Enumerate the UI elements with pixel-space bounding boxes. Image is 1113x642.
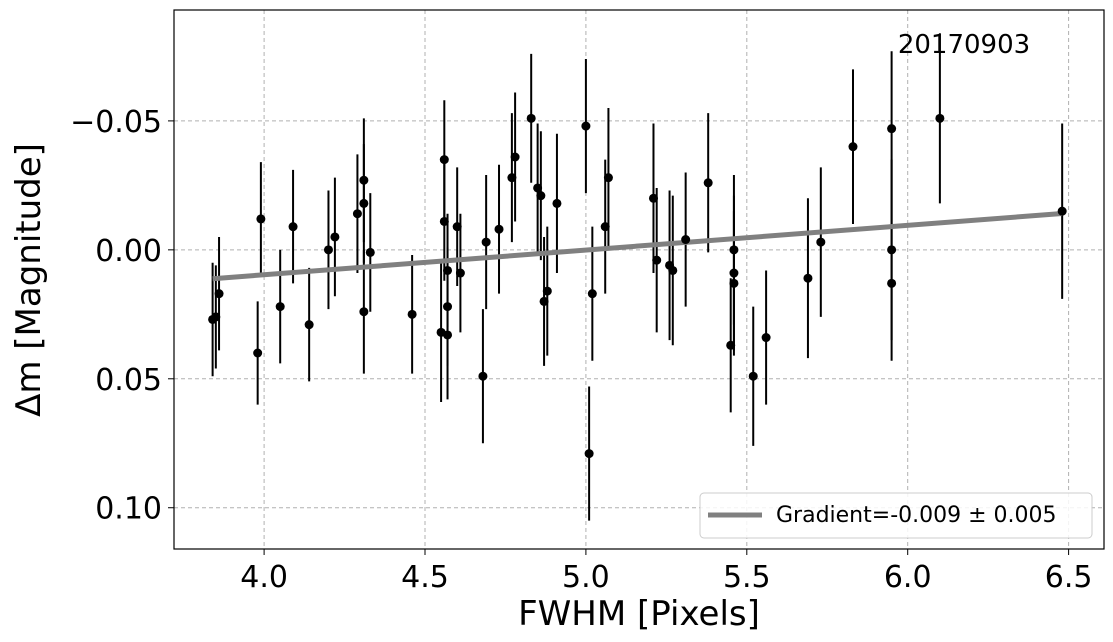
data-point bbox=[648, 193, 658, 203]
y-tick-label: −0.05 bbox=[70, 105, 162, 140]
fit-line-group bbox=[212, 210, 1063, 282]
data-point bbox=[439, 216, 449, 226]
y-tick-label: 0.10 bbox=[95, 492, 162, 527]
gradient-fit-line bbox=[212, 210, 1063, 282]
data-point bbox=[703, 178, 713, 188]
data-point bbox=[443, 302, 453, 312]
grid bbox=[174, 10, 1104, 549]
data-point bbox=[652, 255, 662, 265]
data-point bbox=[533, 183, 543, 193]
data-point bbox=[729, 268, 739, 278]
data-point bbox=[407, 309, 417, 319]
data-point bbox=[887, 245, 897, 255]
data-point bbox=[439, 155, 449, 165]
x-tick-label: 4.0 bbox=[240, 560, 288, 595]
legend-label: Gradient=-0.009 ± 0.005 bbox=[776, 503, 1057, 528]
data-point bbox=[748, 371, 758, 381]
y-tick-label: 0.00 bbox=[95, 234, 162, 269]
data-point bbox=[256, 214, 266, 224]
data-point bbox=[323, 245, 333, 255]
data-point bbox=[443, 265, 453, 275]
data-point bbox=[443, 330, 453, 340]
data-point bbox=[494, 224, 504, 234]
data-point bbox=[581, 121, 591, 131]
data-point bbox=[526, 113, 536, 123]
data-point bbox=[536, 191, 546, 201]
data-point bbox=[359, 198, 369, 208]
data-point bbox=[584, 449, 594, 459]
data-point bbox=[510, 152, 520, 162]
x-tick-label: 6.5 bbox=[1045, 560, 1093, 595]
data-point bbox=[214, 289, 224, 299]
y-axis-label: Δm [Magnitude] bbox=[9, 143, 49, 417]
data-point bbox=[600, 222, 610, 232]
data-point bbox=[275, 302, 285, 312]
data-point bbox=[365, 247, 375, 257]
data-point bbox=[726, 340, 736, 350]
data-point bbox=[729, 278, 739, 288]
data-point bbox=[603, 173, 613, 183]
data-point bbox=[211, 312, 221, 322]
data-point bbox=[481, 237, 491, 247]
legend-box bbox=[699, 492, 1093, 539]
data-point bbox=[330, 232, 340, 242]
data-point bbox=[729, 245, 739, 255]
x-axis-label: FWHM [Pixels] bbox=[518, 594, 760, 634]
data-point bbox=[507, 173, 517, 183]
data-points bbox=[208, 113, 1067, 459]
data-point bbox=[253, 348, 263, 358]
data-point bbox=[359, 175, 369, 185]
data-point bbox=[288, 222, 298, 232]
data-point bbox=[803, 273, 813, 283]
data-point bbox=[935, 113, 945, 123]
legend: Gradient=-0.009 ± 0.005 bbox=[699, 492, 1093, 539]
data-point bbox=[761, 333, 771, 343]
x-tick-label: 4.5 bbox=[401, 560, 449, 595]
y-tick-label: 0.05 bbox=[95, 363, 162, 398]
data-point bbox=[542, 286, 552, 296]
data-point bbox=[681, 235, 691, 245]
data-point bbox=[887, 278, 897, 288]
data-point bbox=[359, 307, 369, 317]
date-annotation: 20170903 bbox=[898, 30, 1030, 60]
x-axis-ticks: 4.0 4.5 5.0 5.5 6.0 6.5 bbox=[240, 549, 1092, 595]
y-axis-ticks: −0.05 0.00 0.05 0.10 bbox=[70, 105, 174, 527]
data-point bbox=[816, 237, 826, 247]
x-tick-label: 6.0 bbox=[884, 560, 932, 595]
data-point bbox=[455, 268, 465, 278]
data-point bbox=[587, 289, 597, 299]
data-point bbox=[539, 296, 549, 306]
data-point bbox=[848, 142, 858, 152]
data-point bbox=[478, 371, 488, 381]
data-point bbox=[1057, 206, 1067, 216]
x-tick-label: 5.5 bbox=[723, 560, 771, 595]
data-point bbox=[452, 222, 462, 232]
data-point bbox=[552, 198, 562, 208]
data-point bbox=[668, 265, 678, 275]
data-point bbox=[352, 209, 362, 219]
data-point bbox=[887, 124, 897, 134]
plot-frame bbox=[173, 9, 1105, 550]
x-tick-label: 5.0 bbox=[562, 560, 610, 595]
data-point bbox=[304, 320, 314, 330]
